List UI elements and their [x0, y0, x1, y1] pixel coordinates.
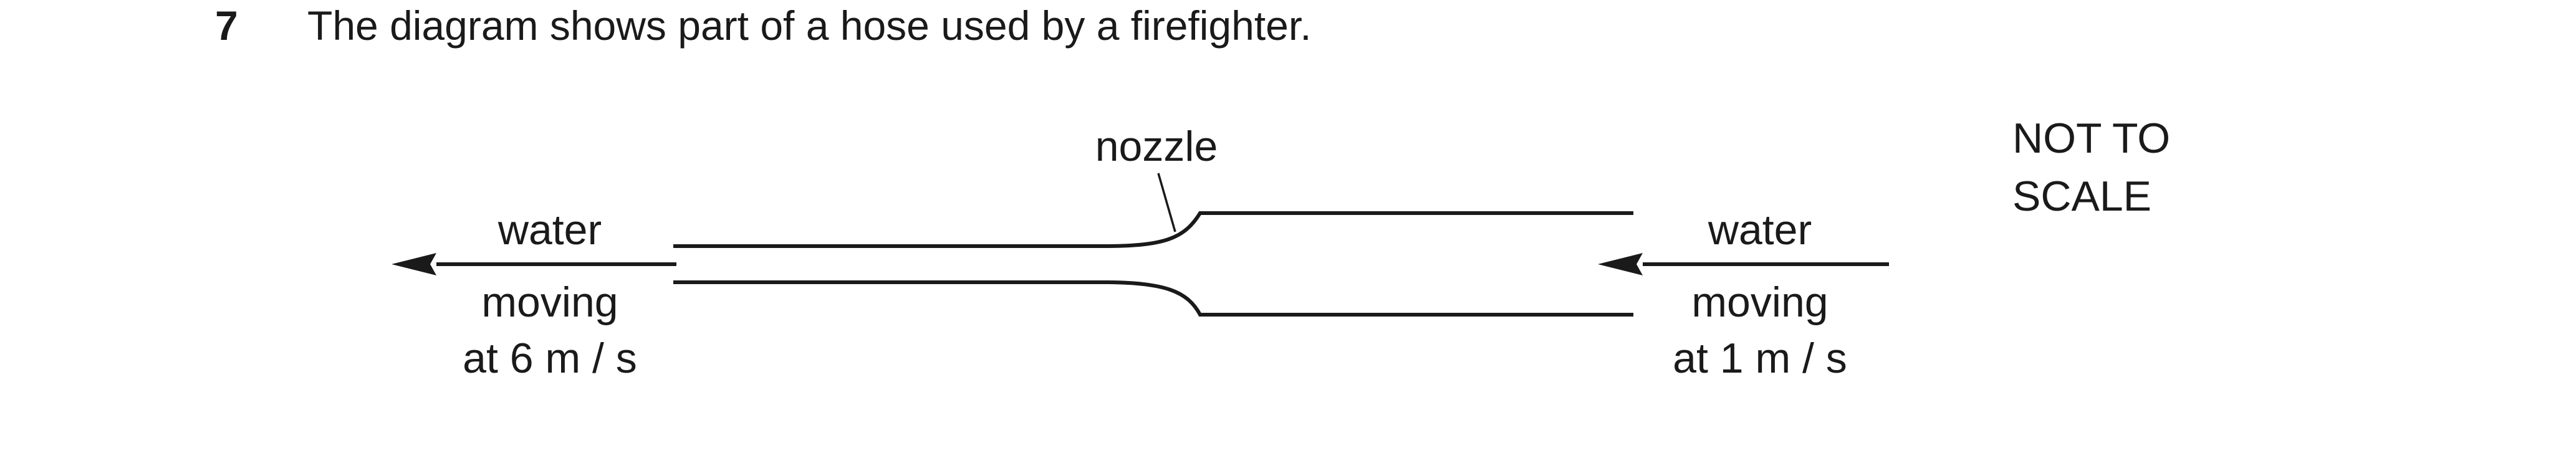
nozzle-leader-line — [1157, 173, 1176, 232]
question-number: 7 — [215, 2, 238, 49]
right-arrow-head — [1598, 253, 1643, 275]
hose-lower-edge — [673, 280, 1633, 317]
right-water-label: water — [1708, 206, 1812, 254]
question-text: The diagram shows part of a hose used by… — [307, 2, 1312, 49]
left-moving-label: moving — [481, 279, 618, 326]
left-arrow-head — [392, 253, 436, 275]
left-water-label: water — [497, 206, 602, 254]
hose-upper-edge — [673, 211, 1633, 248]
right-moving-label: moving — [1691, 279, 1828, 326]
nozzle-label: nozzle — [1095, 123, 1218, 170]
left-speed-label: at 6 m / s — [463, 335, 637, 382]
right-speed-label: at 1 m / s — [1673, 335, 1847, 382]
not-to-scale-line2: SCALE — [2012, 173, 2151, 220]
not-to-scale-line1: NOT TO — [2012, 115, 2170, 162]
